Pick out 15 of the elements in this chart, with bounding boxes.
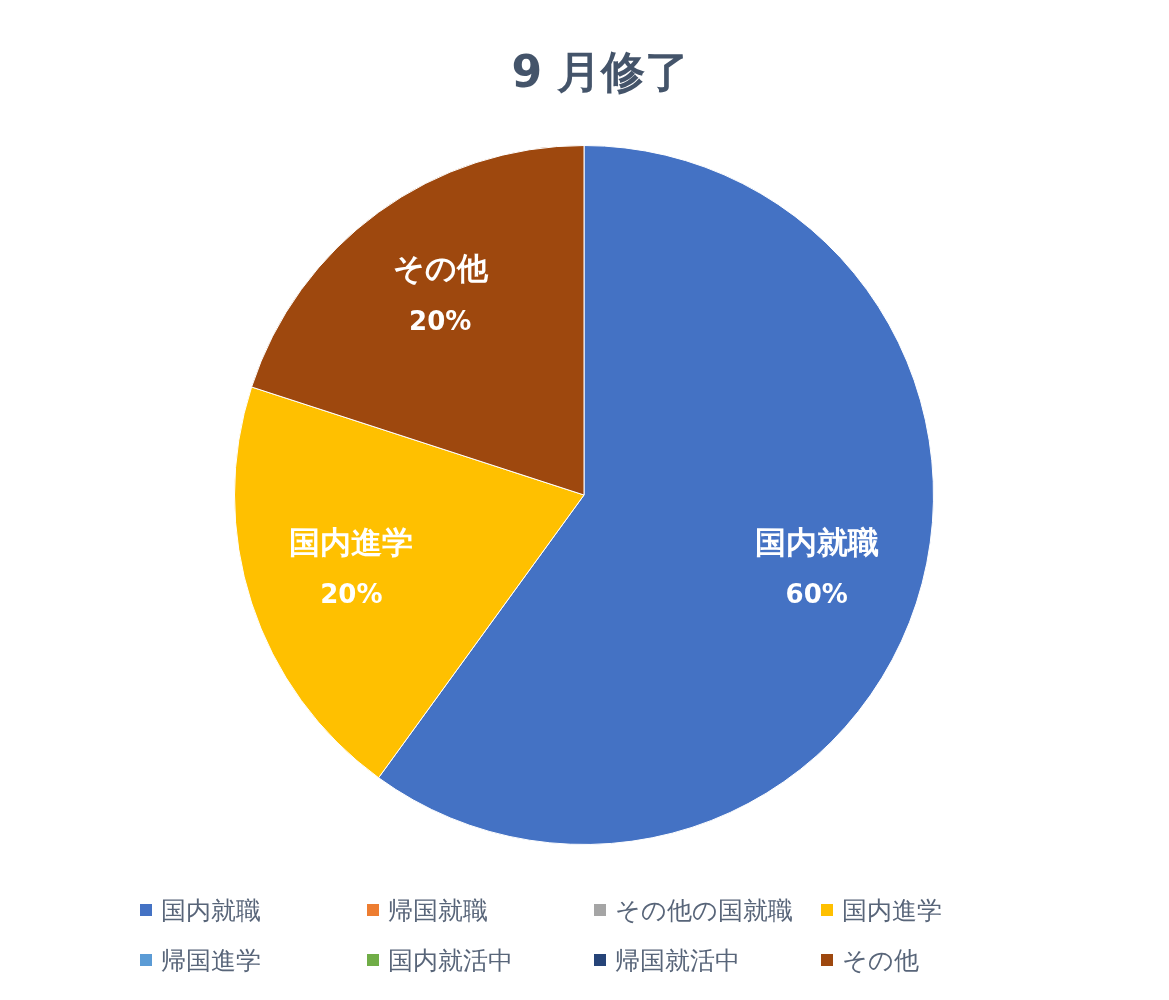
legend-label: 国内就活中 xyxy=(388,944,513,977)
data-label: 20% xyxy=(320,579,383,610)
legend-label: 帰国就活中 xyxy=(615,944,740,977)
data-label: 60% xyxy=(785,579,848,610)
slice-label: その他 xyxy=(392,250,489,287)
slice-label: 国内就職 xyxy=(754,523,879,560)
legend-label: 国内就職 xyxy=(161,894,261,927)
slice-label: 国内進学 xyxy=(289,523,414,560)
legend-label: 国内進学 xyxy=(842,894,942,927)
chart-title: 9 月修了 xyxy=(510,45,691,99)
legend-label: 帰国就職 xyxy=(388,894,488,927)
legend-label: その他の国就職 xyxy=(615,894,793,927)
data-label: 20% xyxy=(409,305,472,336)
legend-label: 帰国進学 xyxy=(161,944,261,977)
legend-label: その他 xyxy=(842,944,919,977)
